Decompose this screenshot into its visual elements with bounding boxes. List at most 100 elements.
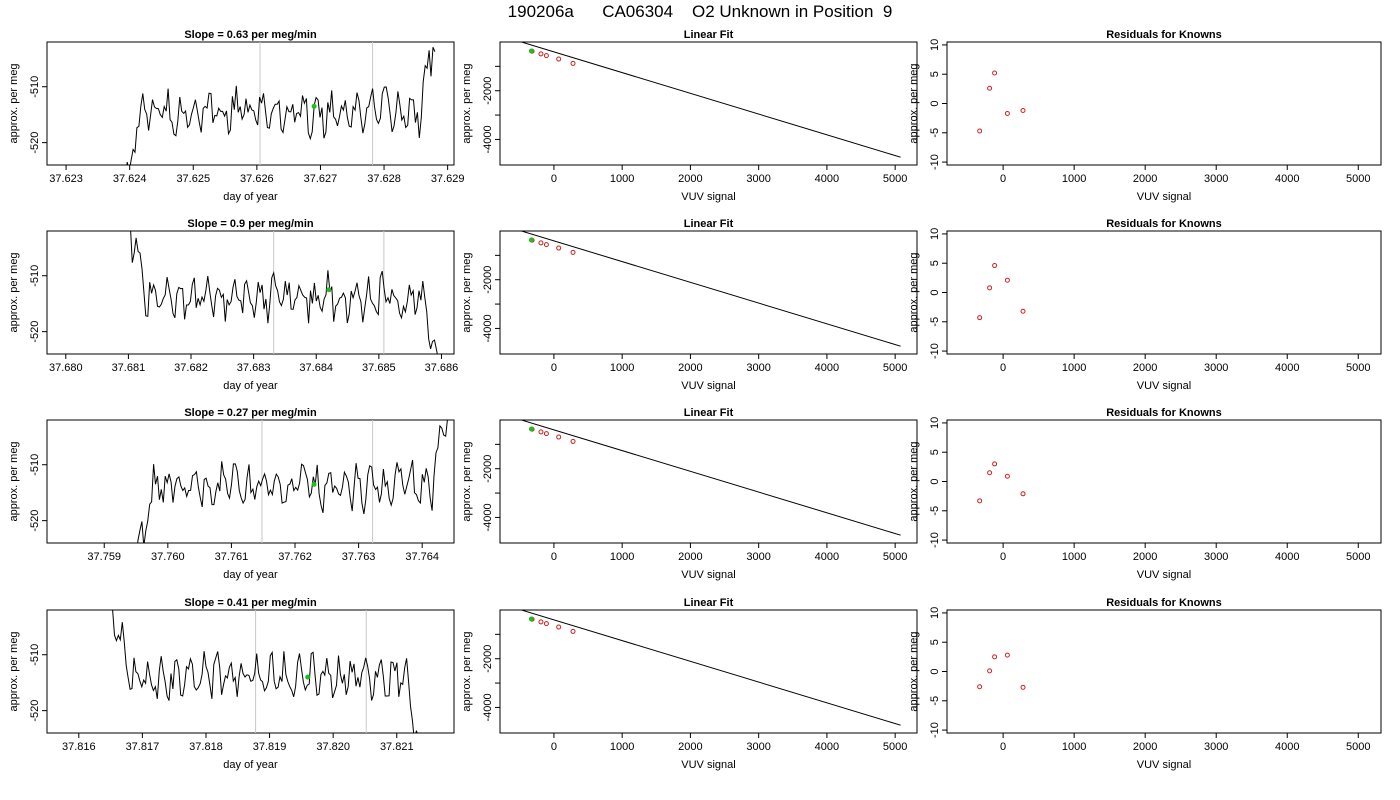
y-axis-label: approx. per meg xyxy=(8,252,20,332)
x-axis-label: VUV signal xyxy=(1137,380,1191,392)
x-axis-label: VUV signal xyxy=(1137,569,1191,581)
residual-point xyxy=(1020,491,1026,497)
y-axis-label: approx. per meg xyxy=(8,63,20,143)
fit-line xyxy=(519,420,901,536)
x-tick-label: 1000 xyxy=(610,741,634,753)
chart-title: Residuals for Knowns xyxy=(1106,407,1222,419)
plot-area xyxy=(519,610,901,726)
plot-area xyxy=(137,420,448,543)
unknown-point xyxy=(326,287,332,293)
chart-title: Slope = 0.27 per meg/min xyxy=(184,407,317,419)
known-point xyxy=(570,628,576,634)
y-axis-label: approx. per meg xyxy=(908,441,920,521)
chart-title: Slope = 0.41 per meg/min xyxy=(184,597,317,609)
residual-point xyxy=(992,263,998,269)
x-axis-label: day of year xyxy=(223,191,278,203)
residual-point xyxy=(977,498,983,504)
signal-trace xyxy=(130,231,438,354)
known-point xyxy=(538,429,544,435)
residual-point xyxy=(1020,308,1026,314)
known-point xyxy=(538,619,544,625)
fit-line xyxy=(519,610,901,726)
x-tick-label: 4000 xyxy=(1275,362,1299,374)
y-tick-label: -5 xyxy=(929,317,941,327)
x-tick-label: 37.685 xyxy=(362,362,396,374)
plot-frame xyxy=(499,609,918,734)
y-tick-label: -2000 xyxy=(482,266,494,294)
known-point xyxy=(543,242,549,248)
known-point xyxy=(570,249,576,255)
x-tick-label: 37.683 xyxy=(237,362,271,374)
chart-title: Residuals for Knowns xyxy=(1106,29,1222,41)
y-tick-label: 5 xyxy=(929,449,941,455)
known-point xyxy=(538,51,544,57)
x-axis-label: VUV signal xyxy=(681,191,735,203)
known-point xyxy=(570,60,576,66)
x-tick-label: 37.684 xyxy=(299,362,333,374)
x-tick-label: 2000 xyxy=(1133,551,1157,563)
chart-title: Slope = 0.63 per meg/min xyxy=(184,29,317,41)
y-tick-label: -2000 xyxy=(482,455,494,483)
page-title: 190206a CA06304 O2 Unknown in Position 9 xyxy=(507,2,893,21)
y-tick-label: 0 xyxy=(929,478,941,484)
x-tick-label: 37.818 xyxy=(189,741,223,753)
x-tick-label: 3000 xyxy=(746,551,770,563)
y-tick-label: -510 xyxy=(29,454,41,476)
y-tick-label: -2000 xyxy=(482,77,494,105)
x-tick-label: 4000 xyxy=(815,362,839,374)
x-tick-label: 4000 xyxy=(1275,551,1299,563)
known-point xyxy=(570,438,576,444)
y-tick-label: 10 xyxy=(929,39,941,51)
residual-point xyxy=(992,70,998,76)
known-point xyxy=(543,53,549,59)
y-tick-label: 5 xyxy=(929,260,941,266)
plot-area xyxy=(519,420,901,536)
y-tick-label: -520 xyxy=(29,132,41,154)
x-tick-label: 2000 xyxy=(678,551,702,563)
x-tick-label: 37.760 xyxy=(151,551,185,563)
x-tick-label: 37.624 xyxy=(113,173,147,185)
x-tick-label: 4000 xyxy=(1275,741,1299,753)
chart-title: Residuals for Knowns xyxy=(1106,597,1222,609)
x-tick-label: 1000 xyxy=(610,362,634,374)
y-tick-label: -4000 xyxy=(482,503,494,531)
known-point xyxy=(543,621,549,627)
chart-panel-2: Linear Fit 0 1000 2000 3000 4000 5000 VUV signa… xyxy=(461,29,918,203)
x-tick-label: 3000 xyxy=(746,741,770,753)
residual-point xyxy=(1020,684,1026,690)
signal-trace xyxy=(112,610,418,733)
unknown-point xyxy=(305,674,311,680)
y-axis-label: approx. per meg xyxy=(8,631,20,711)
plot-area xyxy=(977,652,1026,690)
plot-frame xyxy=(46,230,455,355)
fit-line xyxy=(519,42,901,158)
y-tick-label: -10 xyxy=(929,722,941,738)
unknown-point xyxy=(528,426,534,432)
residual-point xyxy=(977,128,983,134)
known-point xyxy=(556,245,562,251)
plot-area xyxy=(977,263,1026,321)
known-point xyxy=(556,56,562,62)
y-tick-label: 10 xyxy=(929,607,941,619)
x-axis-label: VUV signal xyxy=(1137,759,1191,771)
x-tick-label: 37.761 xyxy=(215,551,249,563)
residual-point xyxy=(1004,110,1010,116)
x-tick-label: 3000 xyxy=(1204,551,1228,563)
x-tick-label: 37.680 xyxy=(49,362,83,374)
y-tick-label: -5 xyxy=(929,506,941,516)
residual-point xyxy=(992,654,998,660)
x-tick-label: 37.764 xyxy=(405,551,439,563)
plot-area xyxy=(519,231,901,347)
chart-panel-5: Linear Fit 0 1000 2000 3000 4000 5000 VUV signa… xyxy=(461,218,918,392)
y-tick-label: -5 xyxy=(929,128,941,138)
unknown-point xyxy=(528,48,534,54)
y-tick-label: 0 xyxy=(929,668,941,674)
y-tick-label: -10 xyxy=(929,154,941,170)
y-axis-label: approx. per meg xyxy=(908,252,920,332)
x-tick-label: 0 xyxy=(551,551,557,563)
x-tick-label: 2000 xyxy=(1133,362,1157,374)
residual-point xyxy=(1004,473,1010,479)
signal-trace xyxy=(137,420,448,543)
known-point xyxy=(556,434,562,440)
y-tick-label: -510 xyxy=(29,76,41,98)
